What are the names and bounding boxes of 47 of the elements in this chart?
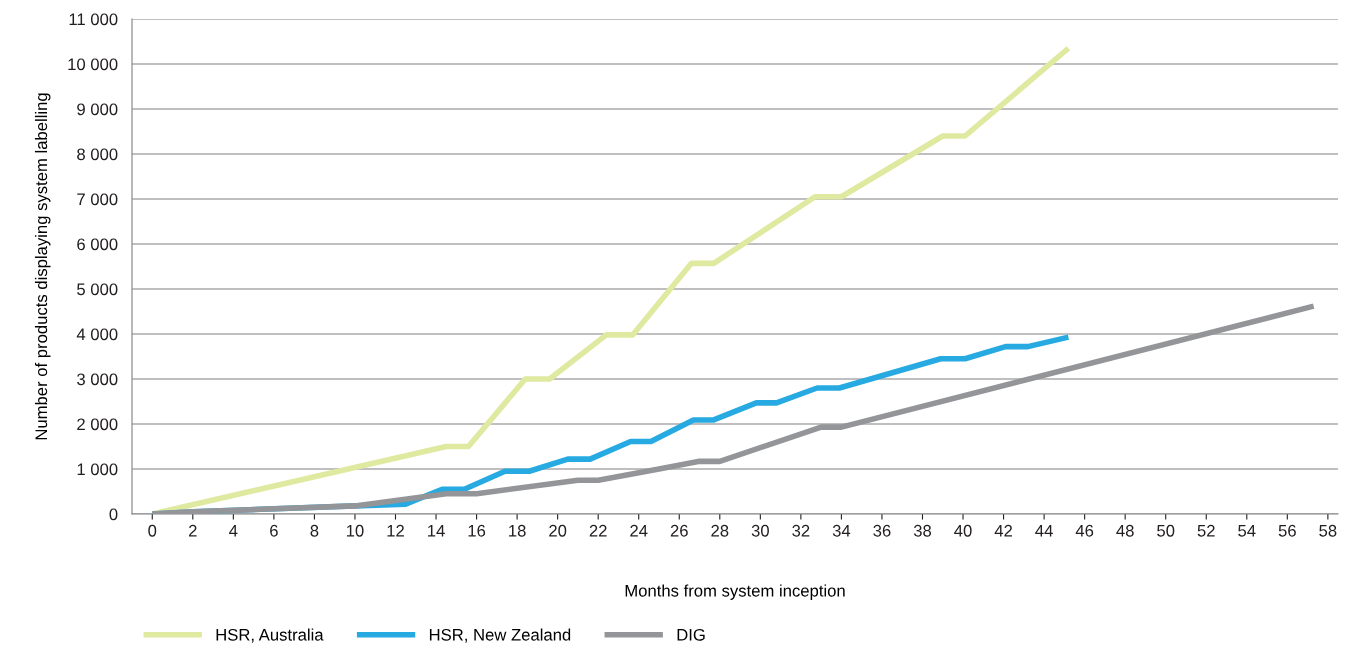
x-tick-label: 8 xyxy=(310,524,319,537)
x-tick-label: 36 xyxy=(873,524,891,537)
x-tick-label: 56 xyxy=(1278,524,1296,537)
y-tick-label: 4 000 xyxy=(76,328,118,341)
x-tick-label: 46 xyxy=(1075,524,1094,537)
x-tick-label: 26 xyxy=(670,524,688,537)
legend-label: HSR, New Zealand xyxy=(429,628,571,643)
x-tick-label: 38 xyxy=(913,524,932,537)
y-tick-label: 11 000 xyxy=(69,13,118,26)
x-axis-title: Months from system inception xyxy=(625,584,845,600)
x-tick-label: 50 xyxy=(1157,524,1175,537)
y-tick-label: 0 xyxy=(109,508,118,521)
y-tick-label: 8 000 xyxy=(77,148,118,161)
x-tick-label: 32 xyxy=(792,524,810,537)
x-tick-label: 16 xyxy=(468,524,486,537)
x-tick-label: 22 xyxy=(589,524,607,537)
x-tick-label: 0 xyxy=(148,524,157,537)
y-tick-label: 5 000 xyxy=(77,283,118,296)
x-tick-label: 48 xyxy=(1116,524,1134,537)
x-tick-label: 34 xyxy=(832,524,851,537)
x-tick-label: 58 xyxy=(1319,524,1337,537)
x-tick-label: 4 xyxy=(229,525,238,537)
x-tick-label: 12 xyxy=(387,524,404,537)
x-tick-label: 40 xyxy=(954,524,972,537)
y-tick-label: 1 000 xyxy=(77,463,118,476)
x-tick-label: 14 xyxy=(428,525,445,537)
x-tick-label: 30 xyxy=(751,524,769,537)
x-tick-label: 6 xyxy=(270,524,278,537)
x-tick-label: 52 xyxy=(1197,524,1215,537)
x-tick-label: 54 xyxy=(1238,525,1256,537)
x-tick-label: 42 xyxy=(994,524,1012,537)
y-tick-label: 6 000 xyxy=(77,238,118,251)
legend-label: DIG xyxy=(677,628,705,641)
x-tick-label: 20 xyxy=(549,524,567,537)
y-tick-label: 2 000 xyxy=(77,418,118,431)
x-tick-label: 24 xyxy=(630,524,648,537)
x-tick-label: 44 xyxy=(1035,525,1053,537)
y-tick-label: 10 000 xyxy=(68,58,118,71)
x-tick-label: 10 xyxy=(346,524,364,537)
x-tick-label: 2 xyxy=(189,524,197,537)
x-tick-label: 28 xyxy=(711,524,729,537)
y-tick-label: 7 000 xyxy=(77,193,118,206)
x-tick-label: 18 xyxy=(509,524,526,537)
y-tick-label: 3 000 xyxy=(77,373,118,386)
legend-label: HSR, Australia xyxy=(216,628,324,643)
y-axis-title: Number of products displaying system labelling xyxy=(34,93,51,440)
y-tick-label: 9 000 xyxy=(77,103,118,116)
